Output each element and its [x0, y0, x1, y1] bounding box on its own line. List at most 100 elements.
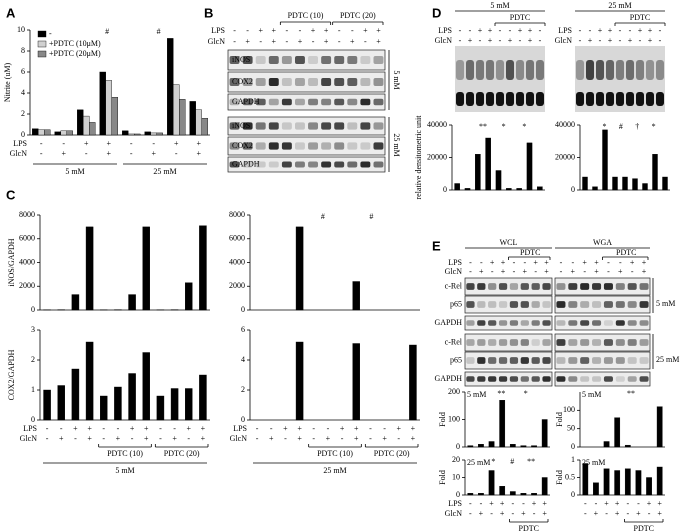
- y-tick-label: 4000: [19, 257, 35, 266]
- sign: +: [151, 149, 156, 158]
- bar: [635, 470, 642, 496]
- panel-label: D: [432, 5, 441, 20]
- sign: -: [490, 509, 493, 518]
- band: [242, 122, 253, 130]
- sign: +: [657, 509, 662, 518]
- band: [568, 320, 578, 326]
- bar: [656, 406, 663, 448]
- bar: [134, 133, 141, 136]
- y-tick-label: 50: [567, 423, 575, 432]
- sign: -: [74, 434, 77, 443]
- chart-note: 5 mM: [582, 390, 601, 399]
- sign: +: [642, 267, 647, 276]
- bar: [44, 129, 51, 136]
- row-label: GlcN: [230, 434, 248, 443]
- band: [373, 122, 384, 130]
- bar: [662, 176, 668, 191]
- band: [603, 339, 613, 346]
- band: [255, 78, 266, 86]
- band-label: iNOS: [232, 121, 250, 130]
- legend-swatch: [37, 40, 47, 48]
- bar: [167, 38, 174, 136]
- sign: -: [159, 424, 162, 433]
- bracket-label: PDTC (10): [288, 11, 324, 20]
- band: [509, 376, 519, 382]
- sign: -: [533, 509, 536, 518]
- sign: -: [539, 26, 542, 35]
- band: [580, 320, 590, 326]
- band: [615, 283, 625, 290]
- group-label: 25 mM: [153, 167, 176, 176]
- legend-swatch: [37, 50, 47, 58]
- sign: +: [642, 258, 647, 267]
- conc-label: 5 mM: [392, 70, 401, 89]
- band: [347, 98, 358, 106]
- band-label: COX2: [232, 141, 253, 150]
- sign: -: [312, 424, 315, 433]
- bracket-label: PDTC: [634, 524, 654, 532]
- band: [615, 339, 625, 346]
- bar: [54, 131, 61, 136]
- sign: -: [522, 499, 525, 508]
- y-tick-label: 0: [21, 130, 25, 139]
- gel-band: [606, 60, 614, 80]
- y-tick-label: 100: [563, 405, 575, 414]
- band: [542, 320, 551, 326]
- bar: [646, 477, 652, 496]
- band: [466, 301, 475, 308]
- band: [603, 301, 613, 308]
- sign: -: [46, 434, 49, 443]
- sign: -: [369, 434, 372, 443]
- y-tick-label: 3: [31, 325, 35, 334]
- conc-label: 5 mM: [656, 299, 675, 308]
- sign: +: [201, 434, 206, 443]
- band: [373, 142, 384, 150]
- sign: +: [490, 258, 495, 267]
- sign: +: [636, 509, 641, 518]
- sign: -: [607, 258, 610, 267]
- band: [531, 357, 540, 364]
- band: [229, 56, 240, 64]
- sign: +: [245, 37, 250, 46]
- band: [308, 56, 319, 64]
- band-label: GAPDH: [434, 374, 462, 383]
- sign: +: [479, 509, 484, 518]
- sign: -: [589, 26, 592, 35]
- sign: -: [130, 149, 133, 158]
- y-tick-label: 2000: [229, 281, 245, 290]
- band: [334, 98, 345, 106]
- annotation: #: [321, 212, 325, 221]
- bar: [156, 395, 165, 421]
- band: [347, 161, 358, 168]
- blot: [554, 351, 651, 370]
- row-label: GlcN: [445, 509, 463, 518]
- sign: +: [594, 258, 599, 267]
- bar: [478, 493, 484, 496]
- band: [281, 122, 292, 130]
- sign: +: [116, 434, 121, 443]
- band: [488, 283, 497, 290]
- band: [373, 56, 384, 64]
- sign: -: [509, 26, 512, 35]
- band: [466, 339, 475, 346]
- bar: [520, 445, 527, 448]
- sign: -: [626, 499, 629, 508]
- group-label: 25 mM: [323, 466, 346, 475]
- band-label: c-Rel: [445, 281, 463, 290]
- sign: +: [598, 26, 603, 35]
- sign: -: [648, 509, 651, 518]
- band: [373, 78, 384, 86]
- band: [229, 98, 240, 106]
- band: [321, 122, 332, 130]
- bracket-label: PDTC: [616, 248, 636, 257]
- bracket-label: PDTC (20): [164, 449, 200, 458]
- bar: [66, 130, 73, 136]
- band: [308, 142, 319, 150]
- annotation: *: [491, 457, 495, 466]
- gel-band: [476, 60, 484, 80]
- sign: -: [397, 434, 400, 443]
- bar: [531, 445, 537, 448]
- band: [255, 56, 266, 64]
- sign: +: [174, 139, 179, 148]
